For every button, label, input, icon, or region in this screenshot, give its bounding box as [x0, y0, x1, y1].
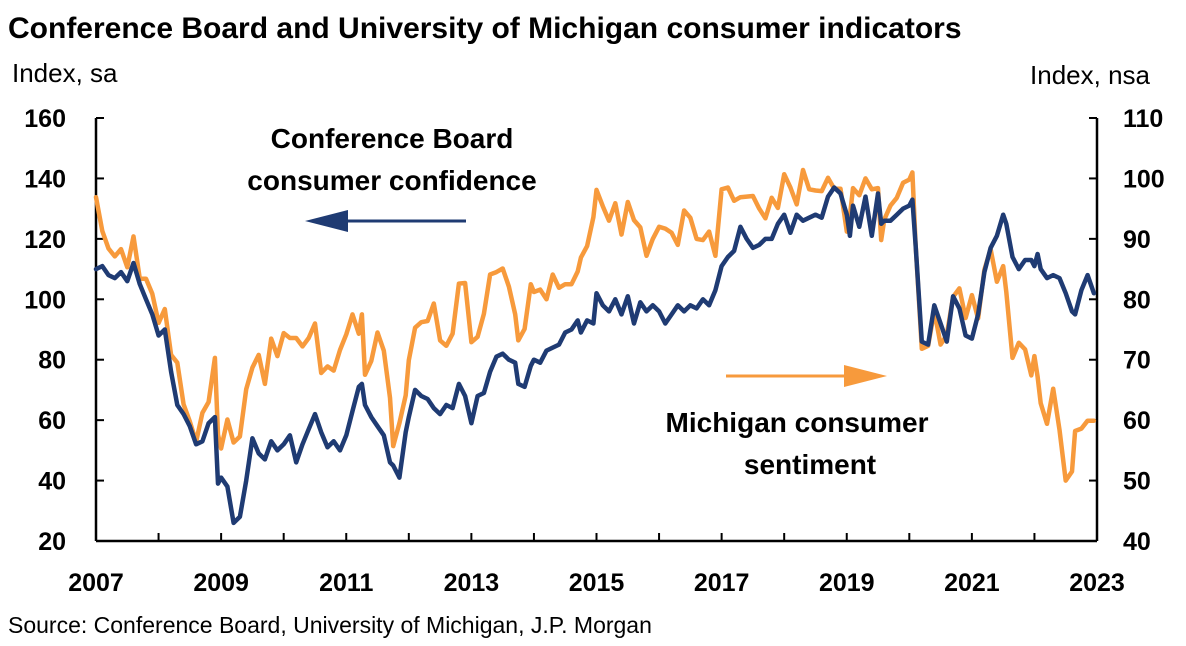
right-tick-label: 110	[1123, 105, 1163, 133]
x-tick-label: 2021	[944, 569, 1000, 597]
left-tick-label: 80	[38, 347, 66, 375]
left-tick-label: 140	[24, 165, 66, 193]
left-tick-label: 100	[24, 286, 66, 314]
right-tick-label: 100	[1123, 165, 1165, 193]
x-tick-label: 2007	[68, 569, 124, 597]
right-tick-label: 50	[1123, 468, 1151, 496]
left-tick-label: 160	[24, 105, 66, 133]
x-tick-label: 2009	[193, 569, 249, 597]
umich-arrow-head	[844, 365, 887, 387]
michigan-annotation: Michigan consumer sentiment	[666, 365, 929, 480]
left-tick-label: 60	[38, 407, 66, 435]
source-note: Source: Conference Board, University of …	[8, 612, 652, 638]
chart-title: Conference Board and University of Michi…	[8, 12, 962, 45]
right-tick-label: 90	[1123, 226, 1151, 254]
series-lines	[93, 167, 1097, 526]
x-tick-label: 2013	[444, 569, 500, 597]
left-tick-label: 20	[38, 528, 66, 556]
left-axis-unit: Index, sa	[12, 58, 118, 88]
x-tick-label: 2015	[569, 569, 625, 597]
umich-label-line1: Michigan consumer	[666, 407, 929, 438]
cb-label-line1: Conference Board	[271, 123, 514, 154]
right-axis-unit: Index, nsa	[1030, 60, 1151, 90]
right-tick-label: 40	[1123, 528, 1151, 556]
conference-board-line	[93, 185, 1097, 526]
x-tick-label: 2023	[1069, 569, 1125, 597]
left-tick-label: 120	[24, 226, 66, 254]
cb-arrow-head	[305, 210, 348, 232]
right-tick-label: 80	[1123, 286, 1151, 314]
conference-board-annotation: Conference Board consumer confidence	[247, 123, 537, 232]
x-tick-label: 2019	[819, 569, 875, 597]
tick-labels: 160 140 120 100 80 60 40 20 110 100 90 80 70 60 50 40 20…	[24, 105, 1164, 597]
right-tick-label: 60	[1123, 407, 1151, 435]
michigan-sentiment-line	[93, 167, 1097, 483]
x-tick-label: 2017	[694, 569, 750, 597]
cb-label-line2: consumer confidence	[247, 165, 536, 196]
left-tick-label: 40	[38, 468, 66, 496]
axes	[94, 117, 1099, 543]
umich-label-line2: sentiment	[744, 449, 876, 480]
right-tick-label: 70	[1123, 347, 1151, 375]
x-tick-label: 2011	[319, 569, 373, 597]
